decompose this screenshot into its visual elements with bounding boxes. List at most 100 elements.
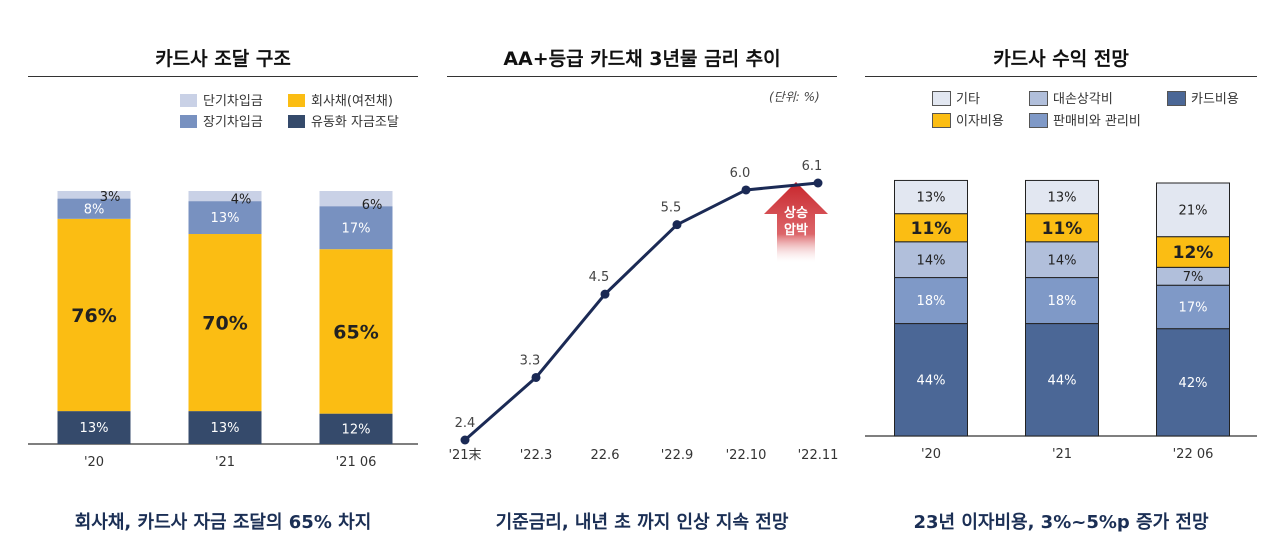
legend-swatch xyxy=(1029,113,1048,128)
legend-label: 장기차입금 xyxy=(203,115,263,130)
right-data-label: 13% xyxy=(1048,191,1077,206)
legend-label: 판매비와 관리비 xyxy=(1053,114,1141,129)
right-title-rule xyxy=(865,76,1257,77)
legend-swatch xyxy=(1029,91,1048,106)
right-category-label: '22 06 xyxy=(1173,447,1214,462)
left-data-label: 17% xyxy=(342,221,371,236)
rate-category-label: 22.6 xyxy=(591,448,620,463)
right-bar-segment xyxy=(894,241,968,279)
rate-value-label: 6.0 xyxy=(730,166,751,181)
left-data-label: 13% xyxy=(80,421,109,436)
rate-category-label: '22.10 xyxy=(726,448,767,463)
right-bar-segment xyxy=(1156,236,1230,268)
left-panel-title: 카드사 조달 구조 xyxy=(155,48,291,70)
rate-data-point xyxy=(672,220,682,230)
annotation-label: 압박 xyxy=(784,222,808,238)
left-bar-segment xyxy=(57,198,131,219)
right-category-label: '20 xyxy=(921,447,941,462)
left-data-label: 4% xyxy=(231,193,252,208)
right-data-label: 13% xyxy=(917,191,946,206)
left-data-label: 13% xyxy=(211,211,240,226)
right-data-label: 7% xyxy=(1183,270,1204,285)
legend-swatch xyxy=(1167,91,1186,106)
right-panel-title: 카드사 수익 전망 xyxy=(993,48,1129,70)
legend-swatch xyxy=(180,115,197,128)
right-data-label: 21% xyxy=(1179,204,1208,219)
left-category-label: '21 06 xyxy=(336,455,377,470)
legend-other: 기타 xyxy=(932,88,980,107)
left-data-label: 76% xyxy=(71,305,116,327)
left-bar-segment xyxy=(188,234,262,412)
middle-panel-title: AA+등급 카드채 3년물 금리 추이 xyxy=(503,48,781,70)
rate-category-label: '22.3 xyxy=(520,448,553,463)
rate-data-point xyxy=(741,185,751,195)
middle-title-rule xyxy=(447,76,837,77)
rate-data-point xyxy=(460,435,470,445)
rate-category-label: '22.9 xyxy=(661,448,694,463)
rate-category-label: '22.11 xyxy=(798,448,839,463)
left-data-label: 8% xyxy=(84,202,105,217)
right-bar-segment xyxy=(1156,182,1230,238)
legend-card-cost: 카드비용 xyxy=(1167,88,1239,107)
middle-panel-caption: 기준금리, 내년 초 까지 인상 지속 전망 xyxy=(495,512,789,533)
rate-data-point xyxy=(813,178,823,188)
left-bar-segment xyxy=(188,201,262,235)
right-bar-segment xyxy=(894,213,968,243)
right-data-label: 14% xyxy=(917,253,946,268)
left-bar-segment xyxy=(57,218,131,412)
left-data-label: 65% xyxy=(333,321,378,343)
right-bar-segment xyxy=(1025,213,1099,243)
right-bar-segment xyxy=(894,179,968,215)
right-panel-caption: 23년 이자비용, 3%~5%p 증가 전망 xyxy=(913,512,1209,533)
legend-swatch xyxy=(932,91,951,106)
right-category-label: '21 xyxy=(1052,447,1072,462)
left-category-label: '20 xyxy=(84,455,104,470)
rate-value-label: 6.1 xyxy=(802,159,823,174)
left-data-label: 3% xyxy=(100,190,121,205)
annotation-label: 상승 xyxy=(784,206,808,221)
legend-swatch xyxy=(932,113,951,128)
legend-long-term-loans: 장기차입금 xyxy=(180,111,263,130)
left-bar-segment xyxy=(188,191,262,202)
legend-label: 유동화 자금조달 xyxy=(311,115,399,130)
rate-value-label: 5.5 xyxy=(661,201,682,216)
rate-category-label: '21末 xyxy=(448,448,481,463)
legend-corporate-bonds: 회사채(여전채) xyxy=(288,90,393,109)
legend-label: 카드비용 xyxy=(1191,92,1239,107)
right-bar-segment xyxy=(1025,323,1099,437)
legend-short-term-loans: 단기차입금 xyxy=(180,90,263,109)
left-bar-segment xyxy=(319,249,393,414)
legend-swatch xyxy=(288,94,305,107)
legend-sga: 판매비와 관리비 xyxy=(1029,110,1141,129)
left-bar-segment xyxy=(57,191,131,199)
left-data-label: 70% xyxy=(202,312,247,334)
left-category-label: '21 xyxy=(215,455,235,470)
legend-bad-debt: 대손상각비 xyxy=(1029,88,1113,107)
right-data-label: 11% xyxy=(911,219,952,239)
legend-label: 기타 xyxy=(956,92,980,107)
right-data-label: 11% xyxy=(1042,219,1083,239)
left-panel: 카드사 조달 구조 단기차입금 회사채(여전채) 장기차입금 유동화 자금조달 … xyxy=(28,0,418,546)
right-panel: 카드사 수익 전망 기타 대손상각비 카드비용 이자비용 판매비와 관리비 23… xyxy=(865,0,1257,546)
rate-value-label: 3.3 xyxy=(520,353,541,368)
left-data-label: 12% xyxy=(342,423,371,438)
left-panel-caption: 회사채, 카드사 자금 조달의 65% 차지 xyxy=(74,512,372,533)
left-data-label: 6% xyxy=(362,198,383,213)
unit-label: (단위: %) xyxy=(769,90,820,104)
right-data-label: 44% xyxy=(917,373,946,388)
legend-label: 대손상각비 xyxy=(1053,92,1113,107)
left-bar-segment xyxy=(188,411,262,444)
left-title-rule xyxy=(28,76,418,77)
legend-swatch xyxy=(288,115,305,128)
middle-panel: AA+등급 카드채 3년물 금리 추이 (단위: %) 기준금리, 내년 초 까… xyxy=(447,0,837,546)
legend-interest-cost: 이자비용 xyxy=(932,110,1004,129)
right-data-label: 17% xyxy=(1179,301,1208,316)
right-data-label: 18% xyxy=(1048,294,1077,309)
legend-securitization: 유동화 자금조달 xyxy=(288,111,399,130)
rate-data-point xyxy=(600,289,610,299)
right-bar-segment xyxy=(894,277,968,325)
right-data-label: 18% xyxy=(917,294,946,309)
left-data-label: 13% xyxy=(211,421,240,436)
left-bar-segment xyxy=(319,191,393,207)
